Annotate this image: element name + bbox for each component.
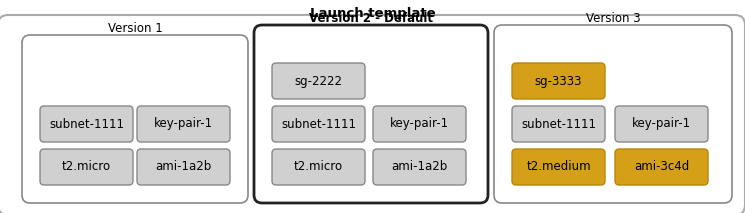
Text: subnet-1111: subnet-1111 (521, 118, 596, 131)
Text: t2.micro: t2.micro (62, 161, 111, 174)
Text: Version 2 - Default: Version 2 - Default (309, 13, 433, 26)
Text: ami-1a2b: ami-1a2b (391, 161, 448, 174)
Text: t2.medium: t2.medium (526, 161, 591, 174)
Text: Launch template: Launch template (310, 7, 435, 20)
Text: key-pair-1: key-pair-1 (632, 118, 691, 131)
FancyBboxPatch shape (0, 15, 745, 213)
Text: t2.micro: t2.micro (294, 161, 343, 174)
FancyBboxPatch shape (272, 149, 365, 185)
Text: ami-3c4d: ami-3c4d (634, 161, 689, 174)
Text: subnet-1111: subnet-1111 (49, 118, 124, 131)
FancyBboxPatch shape (512, 63, 605, 99)
Text: ami-1a2b: ami-1a2b (156, 161, 212, 174)
Text: key-pair-1: key-pair-1 (390, 118, 449, 131)
FancyBboxPatch shape (22, 35, 248, 203)
Text: subnet-1111: subnet-1111 (281, 118, 356, 131)
Text: sg-2222: sg-2222 (294, 75, 343, 88)
FancyBboxPatch shape (512, 106, 605, 142)
FancyBboxPatch shape (512, 149, 605, 185)
FancyBboxPatch shape (615, 149, 708, 185)
FancyBboxPatch shape (373, 106, 466, 142)
FancyBboxPatch shape (40, 106, 133, 142)
FancyBboxPatch shape (254, 25, 488, 203)
FancyBboxPatch shape (494, 25, 732, 203)
Text: Version 3: Version 3 (586, 13, 640, 26)
FancyBboxPatch shape (272, 106, 365, 142)
FancyBboxPatch shape (137, 106, 230, 142)
Text: Version 1: Version 1 (107, 23, 162, 36)
FancyBboxPatch shape (137, 149, 230, 185)
FancyBboxPatch shape (615, 106, 708, 142)
FancyBboxPatch shape (373, 149, 466, 185)
FancyBboxPatch shape (272, 63, 365, 99)
FancyBboxPatch shape (40, 149, 133, 185)
Text: sg-3333: sg-3333 (535, 75, 583, 88)
Text: key-pair-1: key-pair-1 (154, 118, 213, 131)
